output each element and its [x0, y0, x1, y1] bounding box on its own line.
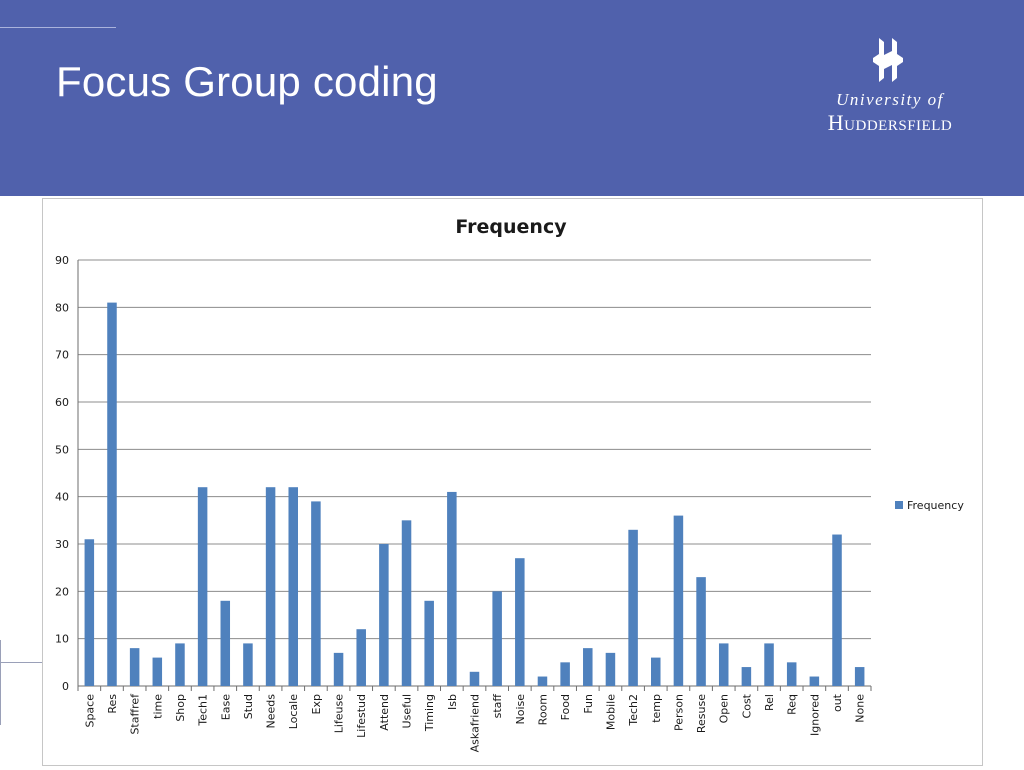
- x-tick-label-Cost: Cost: [740, 693, 753, 718]
- bar-Locale: [288, 487, 299, 686]
- x-tick-label-out: out: [831, 693, 844, 712]
- x-tick-label-Needs: Needs: [265, 694, 278, 729]
- x-tick-label-Attend: Attend: [378, 694, 391, 731]
- chart-frame: Frequency 0 10 20 30 40 50 60 70 80 90 Space Res Staf…: [42, 198, 983, 766]
- bar-Shop: [175, 643, 185, 686]
- bar-Stud: [243, 643, 253, 686]
- x-tick-label-Isb: Isb: [446, 694, 459, 710]
- x-tick-label-Ease: Ease: [219, 694, 232, 720]
- slide-header: Focus Group coding University of Hudders…: [0, 0, 1024, 196]
- bar-Person: [673, 515, 684, 686]
- x-tick-label-Rel: Rel: [763, 694, 776, 711]
- x-tick-label-Tech1: Tech1: [197, 694, 210, 727]
- bar-Fun: [583, 648, 593, 686]
- x-tick-label-Askafriend: Askafriend: [469, 694, 482, 752]
- bar-Req: [786, 662, 797, 686]
- x-tick-label-Tech2: Tech2: [627, 694, 640, 727]
- x-tick-label-temp: temp: [650, 694, 663, 723]
- bar-Cost: [741, 667, 752, 686]
- bar-Timing: [424, 600, 434, 686]
- bar-time: [152, 657, 163, 686]
- x-tick-label-Useful: Useful: [401, 694, 414, 728]
- y-tick-label-20: 20: [55, 585, 69, 598]
- x-tick-label-Ignored: Ignored: [808, 694, 821, 736]
- side-mark-vertical: [0, 640, 1, 725]
- bar-Isb: [447, 491, 457, 686]
- bar-Noise: [515, 558, 525, 686]
- y-tick-label-50: 50: [55, 443, 69, 456]
- bar-Room: [537, 676, 548, 686]
- x-tick-label-Locale: Locale: [287, 694, 300, 730]
- bar-Lifestud: [356, 629, 366, 686]
- bar-Resuse: [696, 577, 706, 686]
- x-tick-label-Res: Res: [106, 694, 119, 714]
- y-tick-label-10: 10: [55, 633, 69, 646]
- x-tick-label-staff: staff: [491, 694, 504, 719]
- bar-Food: [560, 662, 570, 686]
- bar-Res: [107, 302, 117, 686]
- y-tick-label-0: 0: [62, 680, 69, 693]
- bar-temp: [650, 657, 661, 686]
- x-tick-label-Fun: Fun: [582, 694, 595, 714]
- legend-label: Frequency: [907, 499, 964, 512]
- x-tick-label-time: time: [151, 694, 164, 719]
- bar-Useful: [401, 520, 412, 686]
- x-tick-label-Exp: Exp: [310, 694, 323, 714]
- y-tick-label-80: 80: [55, 301, 69, 314]
- frequency-bar-chart: Frequency 0 10 20 30 40 50 60 70 80 90 Space Res Staf…: [55, 216, 964, 752]
- bar-Lifeuse: [333, 652, 344, 686]
- x-tick-label-Req: Req: [786, 694, 799, 715]
- slide-title: Focus Group coding: [56, 58, 438, 105]
- bar-staff: [492, 591, 502, 686]
- x-tick-label-None: None: [854, 694, 867, 723]
- x-tick-label-Person: Person: [672, 694, 685, 731]
- x-tick-label-Room: Room: [536, 694, 549, 725]
- logo-text-line1: University of: [836, 90, 944, 109]
- x-tick-label-Food: Food: [559, 694, 572, 720]
- bar-Space: [84, 539, 95, 686]
- x-tick-label-Lifeuse: Lifeuse: [333, 694, 346, 734]
- bar-out: [832, 534, 842, 686]
- university-crest-icon: [873, 38, 903, 82]
- header-rule: [0, 27, 116, 28]
- bar-None: [854, 667, 865, 686]
- y-tick-label-60: 60: [55, 396, 69, 409]
- x-tick-label-Timing: Timing: [423, 694, 436, 732]
- x-tick-label-Resuse: Resuse: [695, 694, 708, 733]
- bar-Rel: [764, 643, 774, 686]
- legend-swatch: [895, 501, 903, 509]
- bar-Askafriend: [469, 671, 480, 686]
- x-tick-label-Stud: Stud: [242, 694, 255, 719]
- side-mark-horizontal: [0, 662, 42, 663]
- side-marks: [0, 640, 42, 730]
- bar-Attend: [379, 544, 389, 686]
- bar-Staffref: [129, 648, 140, 686]
- bar-Mobile: [605, 652, 616, 686]
- x-tick-label-Space: Space: [83, 694, 96, 728]
- bar-Ease: [220, 600, 231, 686]
- bar-Tech2: [628, 529, 638, 686]
- bar-Exp: [311, 501, 321, 686]
- x-tick-label-Lifestud: Lifestud: [355, 694, 368, 738]
- x-tick-label-Shop: Shop: [174, 694, 187, 722]
- y-tick-label-70: 70: [55, 349, 69, 362]
- y-tick-label-30: 30: [55, 538, 69, 551]
- bar-Tech1: [197, 487, 208, 686]
- university-logo: University of Huddersfield: [800, 38, 980, 138]
- x-tick-label-Staffref: Staffref: [129, 693, 142, 735]
- bar-Open: [718, 643, 729, 686]
- x-tick-label-Noise: Noise: [514, 694, 527, 725]
- x-tick-label-Open: Open: [718, 694, 731, 723]
- logo-text-line2: Huddersfield: [827, 110, 953, 135]
- y-tick-label-40: 40: [55, 491, 69, 504]
- chart-title: Frequency: [455, 216, 567, 238]
- bar-Ignored: [809, 676, 820, 686]
- x-tick-label-Mobile: Mobile: [604, 694, 617, 730]
- y-tick-label-90: 90: [55, 254, 69, 267]
- bar-Needs: [265, 487, 276, 686]
